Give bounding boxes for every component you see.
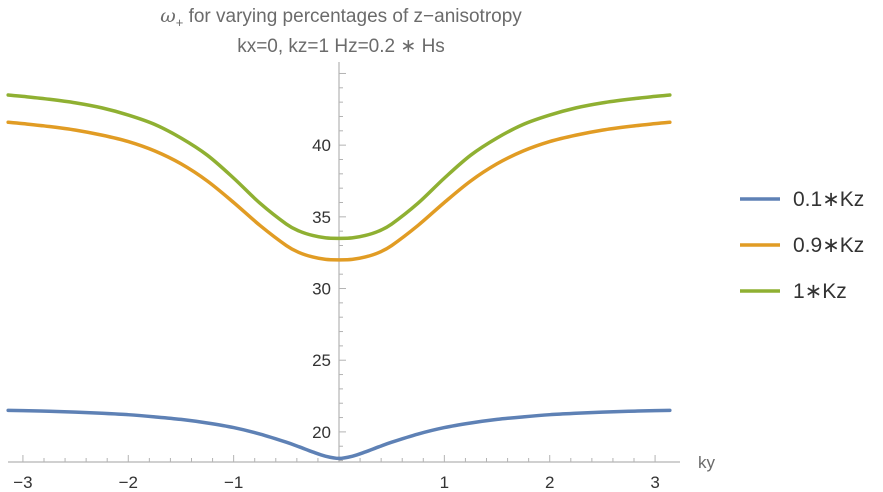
legend-label: 0.9∗Kz — [793, 234, 864, 257]
legend-label: 1∗Kz — [793, 280, 847, 303]
x-tick-label: 3 — [650, 473, 659, 492]
series-line-3 — [6, 93, 672, 241]
y-tick-label: 35 — [312, 208, 331, 227]
axes: −3 −2 −1 1 2 3 20 25 30 35 40 ky — [8, 62, 716, 492]
x-tick-label: −3 — [13, 473, 32, 492]
y-tick-label: 30 — [312, 280, 331, 299]
legend-item: 1∗Kz — [740, 280, 847, 303]
x-ticks: −3 −2 −1 1 2 3 — [13, 455, 660, 492]
series-line-2 — [6, 120, 672, 262]
legend: 0.1∗Kz 0.9∗Kz 1∗Kz — [740, 188, 864, 303]
y-tick-label: 40 — [312, 136, 331, 155]
chart-title: ω+ for varying percentages of z−anisotro… — [160, 5, 522, 30]
x-tick-label: −1 — [224, 473, 243, 492]
series-line-1 — [6, 408, 672, 461]
chart-subtitle: kx=0, kz=1 Hz=0.2 ∗ Hs — [237, 36, 445, 57]
title-symbol: ω — [160, 5, 176, 27]
legend-item: 0.1∗Kz — [740, 188, 864, 211]
y-tick-label: 20 — [312, 423, 331, 442]
x-tick-label: 2 — [545, 473, 554, 492]
x-tick-label: −2 — [119, 473, 138, 492]
series-group — [6, 93, 672, 461]
legend-item: 0.9∗Kz — [740, 234, 864, 257]
y-ticks: 20 25 30 35 40 — [312, 72, 346, 462]
x-axis-label: ky — [698, 453, 716, 472]
title-subscript: + — [176, 15, 184, 30]
y-tick-label: 25 — [312, 351, 331, 370]
legend-label: 0.1∗Kz — [793, 188, 864, 211]
title-text: for varying percentages of z−anisotropy — [183, 6, 522, 27]
x-tick-label: 1 — [440, 473, 449, 492]
